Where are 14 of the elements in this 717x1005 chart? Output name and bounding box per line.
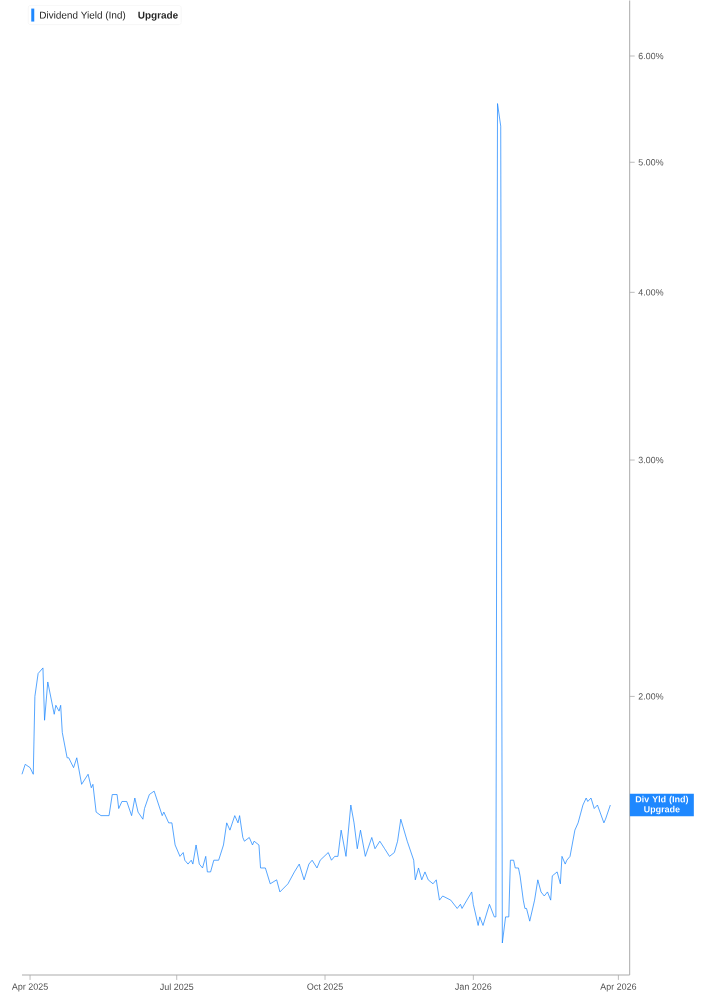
x-tick-label: Jan 2026	[455, 983, 492, 990]
line-series	[21, 103, 611, 944]
x-tick-label: Apr 2026	[600, 983, 637, 992]
y-tick-label: 6.00%	[638, 52, 664, 60]
x-tick-label: Jul 2025	[160, 983, 194, 991]
x-tick-label: Apr 2025	[12, 983, 49, 992]
y-tick-label: 3.00%	[638, 456, 664, 464]
y-tick-label: 2.00%	[638, 693, 664, 700]
legend-label: Dividend Yield (Ind)	[40, 11, 126, 21]
y-tick-label: 4.00%	[638, 289, 664, 296]
annotation: Div Yld (Ind) Upgrade	[636, 795, 689, 815]
annotation: Upgrade	[138, 11, 179, 21]
y-tick-label: 5.00%	[638, 159, 664, 166]
x-tick-label: Oct 2025	[307, 983, 344, 990]
